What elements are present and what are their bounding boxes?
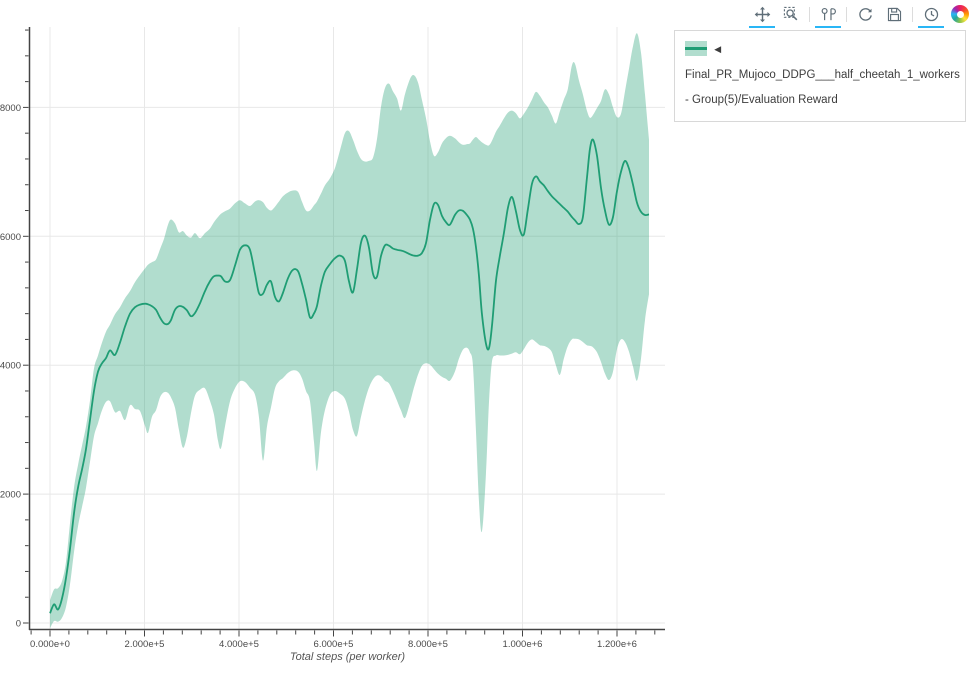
brand-logo [951, 5, 969, 23]
confidence-band [50, 33, 649, 629]
y-tick-label: 8000 [0, 103, 21, 114]
modebar-separator [846, 6, 847, 22]
x-tick-label: 6.000e+5 [314, 639, 354, 650]
x-tick-label: 0.000e+0 [30, 639, 70, 650]
legend-label: ◄ Final_PR_Mujoco_DDPG___half_cheetah_1_… [685, 44, 960, 106]
legend-swatch [685, 41, 707, 56]
x-tick-label: 4.000e+5 [219, 639, 259, 650]
history-icon[interactable] [918, 3, 944, 28]
mean-line [49, 138, 650, 614]
x-tick-label: 1.200e+6 [597, 639, 637, 650]
x-axis-title: Total steps (per worker) [290, 651, 405, 663]
modebar [749, 3, 973, 28]
hover-compare-icon[interactable] [815, 3, 841, 28]
y-tick-label: 6000 [0, 232, 21, 243]
y-tick-label: 4000 [0, 361, 21, 372]
y-tick-label: 2000 [0, 490, 21, 501]
legend-item[interactable]: ◄ Final_PR_Mujoco_DDPG___half_cheetah_1_… [685, 41, 960, 106]
legend-swatch-line [685, 47, 707, 50]
legend: ◄ Final_PR_Mujoco_DDPG___half_cheetah_1_… [674, 30, 966, 122]
x-tick-label: 2.000e+5 [125, 639, 165, 650]
pan-icon[interactable] [749, 3, 775, 28]
y-tick-label: 0 [16, 619, 21, 630]
box-zoom-icon[interactable] [778, 3, 804, 25]
logo-icon[interactable] [947, 3, 973, 25]
chart-svg[interactable]: 0.000e+0 2.000e+5 4.000e+5 6.000e+5 8.000e+5… [0, 0, 700, 671]
modebar-separator [912, 6, 913, 22]
x-tick-label: 1.000e+6 [503, 639, 543, 650]
modebar-separator [809, 6, 810, 22]
x-tick-label: 8.000e+5 [408, 639, 448, 650]
reset-axes-icon[interactable] [852, 3, 878, 25]
download-icon[interactable] [881, 3, 907, 25]
plot-area[interactable]: 0.000e+0 2.000e+5 4.000e+5 6.000e+5 8.000e+5… [0, 0, 700, 671]
